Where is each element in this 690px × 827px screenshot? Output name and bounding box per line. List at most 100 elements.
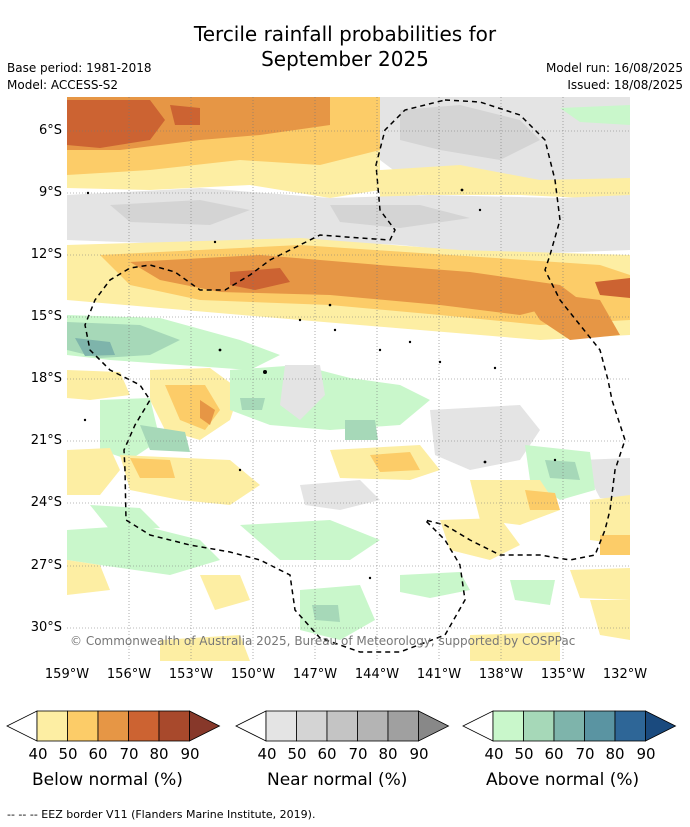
near-normal-title: Near normal (%) bbox=[267, 770, 408, 790]
lon-label: 147°W bbox=[292, 667, 338, 682]
lat-label: 15°S bbox=[30, 309, 62, 324]
below-region bbox=[590, 600, 630, 640]
below-region bbox=[130, 255, 580, 315]
colorbar-segment bbox=[387, 710, 419, 742]
lon-label: 156°W bbox=[106, 667, 152, 682]
lat-label: 24°S bbox=[30, 495, 62, 510]
colorbar-segment bbox=[492, 710, 524, 742]
legend-tick: 40 bbox=[257, 745, 277, 763]
legend-tick: 90 bbox=[636, 745, 656, 763]
near-region bbox=[430, 405, 540, 470]
colorbar-segment bbox=[97, 710, 129, 742]
below-region bbox=[590, 495, 630, 545]
near-region bbox=[580, 458, 630, 500]
colorbar-segment bbox=[614, 710, 646, 742]
below-region bbox=[67, 100, 165, 148]
legend-tick: 60 bbox=[544, 745, 564, 763]
lat-label: 30°S bbox=[30, 620, 62, 635]
above-region bbox=[560, 105, 630, 125]
issued-date: Issued: 18/08/2025 bbox=[567, 78, 683, 92]
below-region bbox=[470, 632, 560, 661]
legend-tick: 90 bbox=[180, 745, 200, 763]
below-region bbox=[67, 448, 120, 495]
below-region bbox=[160, 635, 250, 661]
below-region bbox=[200, 400, 215, 425]
below-region bbox=[380, 165, 630, 200]
colorbar-segment bbox=[357, 710, 389, 742]
colorbar-segment bbox=[265, 710, 297, 742]
lat-label: 27°S bbox=[30, 558, 62, 573]
legend-tick: 50 bbox=[514, 745, 534, 763]
colorbar-segment bbox=[296, 710, 328, 742]
below-region bbox=[67, 370, 130, 400]
below-region bbox=[67, 560, 110, 595]
above-region bbox=[545, 460, 580, 480]
below-region bbox=[130, 458, 175, 478]
below-normal-colorbar bbox=[6, 710, 221, 742]
legend-tick: 80 bbox=[149, 745, 169, 763]
map-title: Tercile rainfall probabilities for Septe… bbox=[0, 22, 690, 72]
colorbar-segment bbox=[584, 710, 616, 742]
graticule bbox=[67, 97, 630, 661]
lat-label: 18°S bbox=[30, 371, 62, 386]
below-region bbox=[595, 278, 630, 298]
model-name: Model: ACCESS-S2 bbox=[7, 78, 119, 92]
legend-tick: 60 bbox=[88, 745, 108, 763]
legend-tick: 40 bbox=[28, 745, 48, 763]
model-run-date: Model run: 16/08/2025 bbox=[545, 61, 683, 75]
above-region bbox=[240, 398, 265, 410]
below-region bbox=[170, 105, 200, 125]
lon-label: 135°W bbox=[540, 667, 586, 682]
above-region bbox=[400, 572, 470, 598]
colorbar-segment bbox=[158, 710, 190, 742]
colorbar-segment bbox=[67, 710, 99, 742]
below-region bbox=[230, 268, 290, 290]
lon-label: 144°W bbox=[354, 667, 400, 682]
below-region bbox=[440, 518, 520, 560]
below-region bbox=[525, 490, 560, 510]
colorbar-segment bbox=[36, 710, 68, 742]
colorbar-arrow-high bbox=[189, 710, 221, 742]
lon-label: 138°W bbox=[478, 667, 524, 682]
colorbar-arrow-high bbox=[418, 710, 450, 742]
legend-tick: 50 bbox=[58, 745, 78, 763]
legend-tick: 60 bbox=[317, 745, 337, 763]
above-region bbox=[100, 398, 160, 460]
legend-tick: 80 bbox=[378, 745, 398, 763]
colorbar-arrow-low bbox=[462, 710, 494, 742]
lat-label: 9°S bbox=[38, 185, 62, 200]
title-line-1: Tercile rainfall probabilities for bbox=[193, 22, 497, 46]
above-region bbox=[75, 338, 115, 356]
copyright-credit: © Commonwealth of Australia 2025, Bureau… bbox=[70, 634, 576, 648]
below-normal-title: Below normal (%) bbox=[32, 770, 183, 790]
title-line-2: September 2025 bbox=[261, 47, 429, 71]
colorbar-arrow-high bbox=[645, 710, 677, 742]
colorbar-arrow-low bbox=[235, 710, 267, 742]
eez-border bbox=[84, 99, 626, 653]
colorbar-arrow-low bbox=[6, 710, 38, 742]
above-normal-title: Above normal (%) bbox=[486, 770, 640, 790]
colorbar-segment bbox=[523, 710, 555, 742]
model-info: Base period: 1981-2018 Model: ACCESS-S2 bbox=[7, 60, 152, 94]
above-region bbox=[240, 520, 380, 560]
below-region bbox=[520, 290, 620, 340]
legend-tick: 70 bbox=[119, 745, 139, 763]
lon-label: 159°W bbox=[44, 667, 90, 682]
legend-tick: 70 bbox=[348, 745, 368, 763]
lon-label: 132°W bbox=[602, 667, 648, 682]
colorbar-segment bbox=[326, 710, 358, 742]
legend-tick: 90 bbox=[409, 745, 429, 763]
below-region bbox=[600, 535, 630, 555]
below-region bbox=[200, 575, 250, 610]
colorbar-segment bbox=[553, 710, 585, 742]
below-region bbox=[370, 452, 420, 472]
lat-label: 21°S bbox=[30, 433, 62, 448]
above-region bbox=[67, 525, 220, 575]
rainfall-probability-map bbox=[67, 97, 630, 661]
above-region bbox=[230, 365, 430, 430]
base-period: Base period: 1981-2018 bbox=[7, 61, 152, 75]
lon-label: 150°W bbox=[230, 667, 276, 682]
legend-tick: 80 bbox=[605, 745, 625, 763]
legend-tick: 40 bbox=[484, 745, 504, 763]
above-region bbox=[90, 505, 160, 530]
